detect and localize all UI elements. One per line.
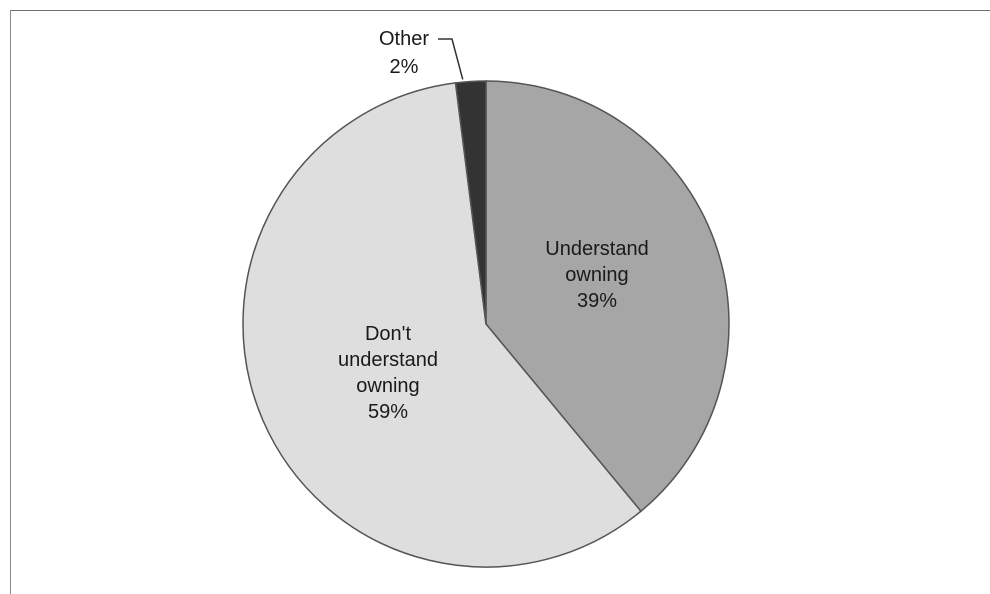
slice-leader-line [438,38,464,80]
frame-border-left [10,10,11,594]
slice-label-1: Understand owning 39% [545,238,648,312]
slice-label-3: Other 2% [379,28,429,78]
frame-border-top [10,10,990,11]
slice-label-2: Don't understand owning 59% [338,323,438,423]
pie-slice-3 [454,80,487,325]
pie-slice-2 [242,82,642,568]
pie-slice-1 [485,80,730,513]
